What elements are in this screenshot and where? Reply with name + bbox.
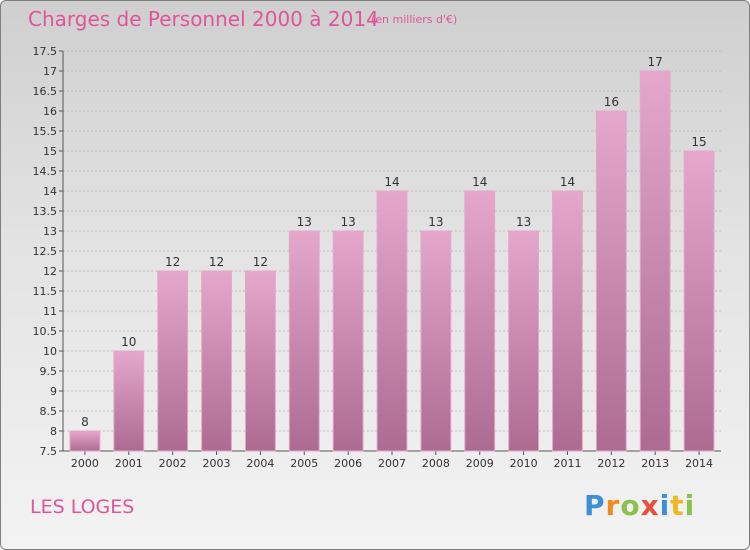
x-tick-label: 2012 — [597, 457, 625, 470]
x-tick-label: 2013 — [641, 457, 669, 470]
bar-value-label: 14 — [384, 175, 399, 189]
bar — [288, 230, 320, 452]
x-tick-label: 2011 — [553, 457, 581, 470]
y-tick-label: 14 — [43, 185, 57, 198]
x-tick-label: 2010 — [510, 457, 538, 470]
y-tick-label: 15.5 — [33, 125, 58, 138]
bar-value-label: 10 — [121, 335, 136, 349]
y-tick-label: 14.5 — [33, 165, 58, 178]
y-tick-label: 8 — [50, 425, 57, 438]
x-tick-label: 2005 — [290, 457, 318, 470]
y-tick-label: 10 — [43, 345, 57, 358]
y-tick-label: 7.5 — [40, 445, 58, 458]
bar-value-label: 13 — [516, 215, 531, 229]
commune-name: LES LOGES — [30, 496, 135, 518]
bar — [464, 190, 496, 452]
bar-value-label: 12 — [165, 255, 180, 269]
bar — [508, 230, 540, 452]
chart-subtitle: (en milliers d'€) — [371, 13, 458, 26]
x-tick-label: 2014 — [685, 457, 713, 470]
x-tick-label: 2006 — [334, 457, 362, 470]
y-tick-label: 17.5 — [33, 45, 58, 58]
bars — [69, 70, 715, 452]
bar-value-label: 13 — [428, 215, 443, 229]
y-tick-label: 10.5 — [33, 325, 58, 338]
bar — [157, 270, 189, 452]
x-tick-label: 2003 — [203, 457, 231, 470]
y-tick-label: 16 — [43, 105, 57, 118]
y-tick-label: 9 — [50, 385, 57, 398]
bar — [420, 230, 452, 452]
y-tick-label: 15 — [43, 145, 57, 158]
chart-title: Charges de Personnel 2000 à 2014 — [28, 7, 379, 31]
bar-value-label: 16 — [604, 95, 619, 109]
y-tick-label: 12.5 — [33, 245, 58, 258]
bar — [683, 150, 715, 452]
labels: 7.5 8 8.5 9 9.5 10 10.5 11 11.5 12 12.5 13 13.5 14 14.… — [33, 45, 714, 470]
bar-value-label: 14 — [472, 175, 487, 189]
bar — [595, 110, 627, 452]
bar — [201, 270, 232, 452]
bar — [376, 190, 408, 452]
x-tick-label: 2002 — [159, 457, 187, 470]
bar-value-label: 17 — [648, 55, 663, 69]
y-tick-label: 17 — [43, 65, 57, 78]
proxiti-logo: Proxiti — [584, 489, 696, 522]
x-tick-label: 2007 — [378, 457, 406, 470]
x-tick-label: 2008 — [422, 457, 450, 470]
bar — [639, 70, 671, 452]
y-tick-label: 12 — [43, 265, 57, 278]
bar — [332, 230, 364, 452]
y-tick-label: 8.5 — [40, 405, 58, 418]
bar-value-label: 15 — [691, 135, 706, 149]
bar-value-label: 8 — [81, 415, 89, 429]
bar-value-label: 12 — [253, 255, 268, 269]
bar-value-label: 12 — [209, 255, 224, 269]
bar — [244, 270, 276, 452]
bar — [69, 430, 101, 452]
y-tick-label: 13 — [43, 225, 57, 238]
bar — [552, 190, 583, 452]
y-tick-label: 11.5 — [33, 285, 58, 298]
x-tick-label: 2001 — [115, 457, 143, 470]
bar-value-label: 13 — [297, 215, 312, 229]
bar-value-label: 14 — [560, 175, 575, 189]
x-tick-label: 2000 — [71, 457, 99, 470]
bar — [113, 350, 145, 452]
bar-value-label: 13 — [340, 215, 355, 229]
y-tick-label: 13.5 — [33, 205, 58, 218]
x-tick-label: 2004 — [246, 457, 274, 470]
y-tick-label: 9.5 — [40, 365, 58, 378]
x-tick-label: 2009 — [466, 457, 494, 470]
y-tick-label: 11 — [43, 305, 57, 318]
y-tick-label: 16.5 — [33, 85, 58, 98]
